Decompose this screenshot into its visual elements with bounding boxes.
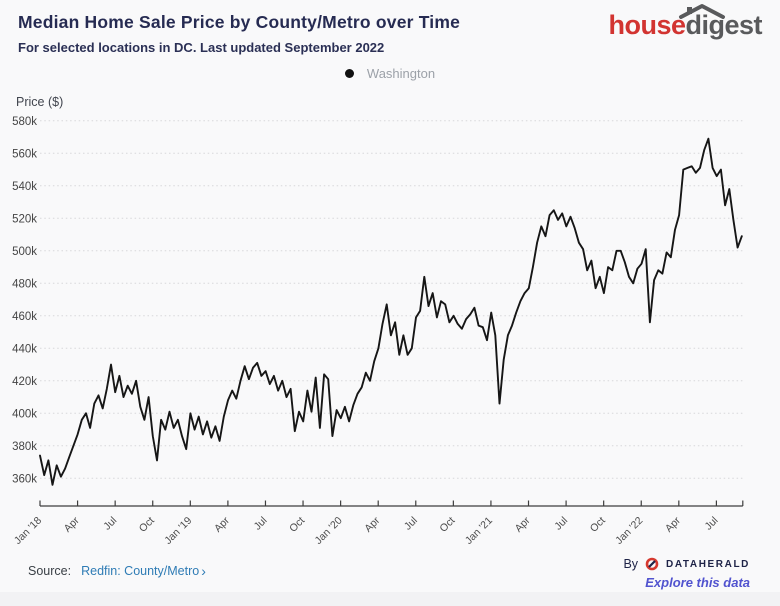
y-axis-title: Price ($) xyxy=(16,95,64,109)
y-tick-label-440k: 440k xyxy=(12,344,37,356)
y-tick-label-580k: 580k xyxy=(12,116,37,128)
x-tick-label-17: Apr xyxy=(663,514,683,534)
x-tick-label-12: Jan '21 xyxy=(463,515,495,547)
x-tick-label-2: Jul xyxy=(101,515,119,533)
source-link[interactable]: Redfin: County/Metro › xyxy=(81,564,206,578)
source-link-text: Redfin: County/Metro xyxy=(81,564,200,578)
page-subtitle: For selected locations in DC. Last updat… xyxy=(18,40,385,55)
x-tick-label-16: Jan '22 xyxy=(613,515,645,547)
explore-data-link[interactable]: Explore this data xyxy=(645,575,750,590)
y-tick-label-400k: 400k xyxy=(12,409,37,421)
x-tick-label-5: Apr xyxy=(212,514,232,534)
x-tick-label-14: Jul xyxy=(552,515,570,533)
housedigest-logo: housedigest xyxy=(608,10,762,41)
credits-row: By DATAHERALD xyxy=(623,557,750,571)
logo-text-house: house xyxy=(608,10,686,40)
y-tick-label-380k: 380k xyxy=(12,441,37,453)
bottom-strip xyxy=(0,592,780,606)
dataherald-brand-text: DATAHERALD xyxy=(666,558,750,570)
x-tick-label-18: Jul xyxy=(703,515,721,533)
x-tick-label-10: Jul xyxy=(402,515,420,533)
x-tick-label-8: Jan '20 xyxy=(313,515,345,547)
legend-label: Washington xyxy=(366,66,436,81)
x-tick-label-9: Apr xyxy=(362,514,382,534)
y-tick-label-520k: 520k xyxy=(12,214,37,226)
x-tick-label-7: Oct xyxy=(287,515,307,535)
chevron-right-icon: › xyxy=(201,563,206,579)
x-tick-label-13: Apr xyxy=(513,514,533,534)
x-tick-label-4: Jan '19 xyxy=(162,515,194,547)
y-tick-label-540k: 540k xyxy=(12,181,37,193)
y-tick-label-460k: 460k xyxy=(12,311,37,323)
x-tick-label-3: Oct xyxy=(137,515,157,535)
chart-legend-item-washington[interactable]: Washington xyxy=(0,66,780,81)
x-tick-label-6: Jul xyxy=(252,515,270,533)
x-tick-label-15: Oct xyxy=(588,515,608,535)
x-tick-label-1: Apr xyxy=(62,514,82,534)
legend-marker-icon xyxy=(344,69,354,78)
y-tick-label-480k: 480k xyxy=(12,279,37,291)
roof-icon xyxy=(679,4,725,19)
x-tick-label-11: Oct xyxy=(437,515,457,535)
logo-text-digest: digest xyxy=(685,10,762,40)
source-label: Source: xyxy=(28,564,72,578)
y-tick-label-560k: 560k xyxy=(12,149,37,161)
y-tick-label-420k: 420k xyxy=(12,376,37,388)
dataherald-logo-icon xyxy=(645,557,659,571)
x-tick-label-0: Jan '18 xyxy=(12,515,44,547)
y-tick-label-360k: 360k xyxy=(12,474,37,486)
by-label: By xyxy=(623,557,639,571)
y-tick-label-500k: 500k xyxy=(12,246,37,258)
page-title: Median Home Sale Price by County/Metro o… xyxy=(18,12,461,32)
source-row: Source: Redfin: County/Metro › xyxy=(28,564,206,578)
price-line-washington[interactable] xyxy=(39,137,743,486)
